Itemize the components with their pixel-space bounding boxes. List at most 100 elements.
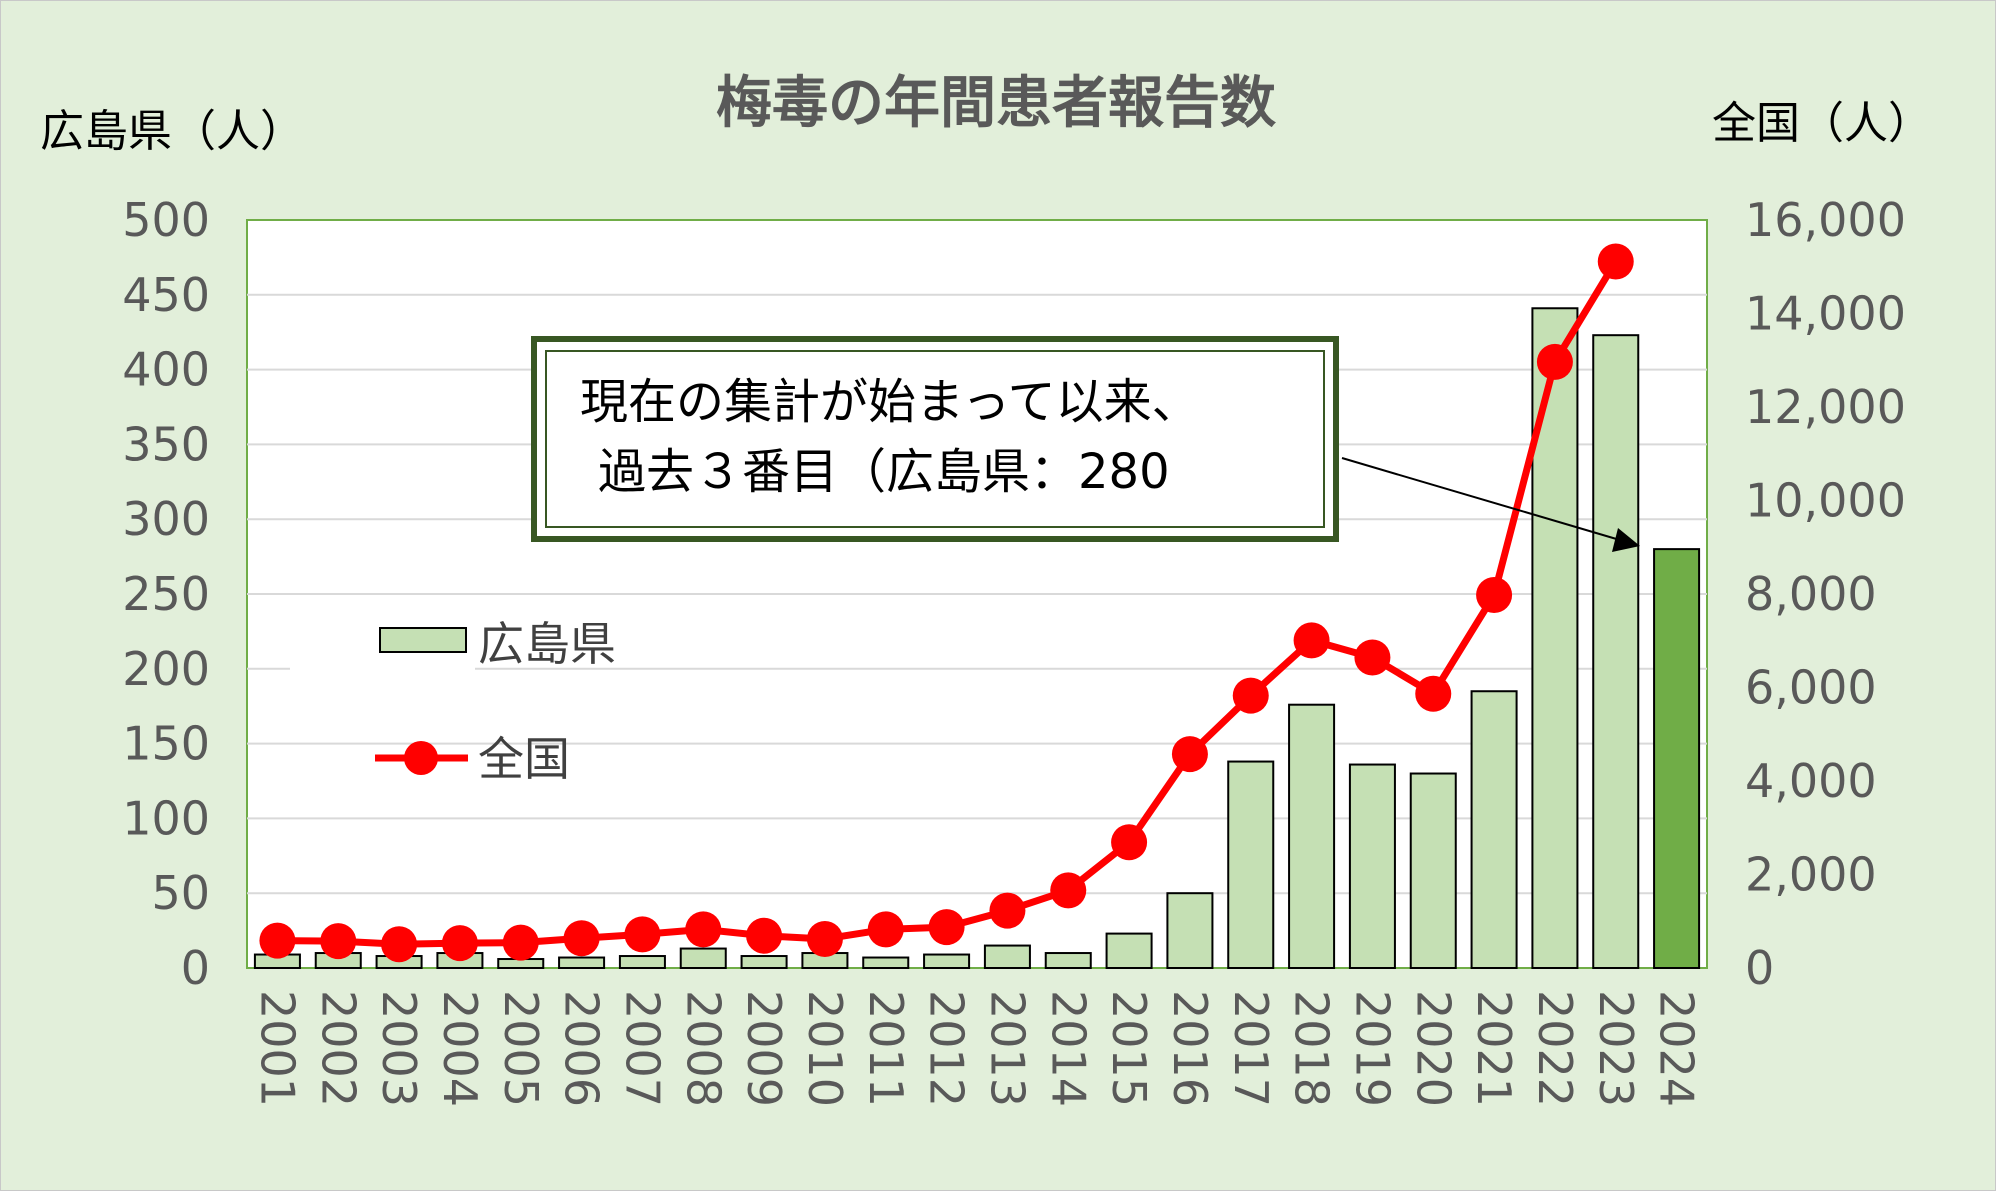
line-marker (624, 916, 661, 953)
bar (923, 953, 971, 970)
bar (740, 955, 788, 969)
x-tick-label: 2024 (1650, 990, 1704, 1107)
line-marker (1476, 577, 1513, 614)
x-tick-label: 2016 (1163, 990, 1217, 1107)
legend-swatch-marker (404, 741, 438, 775)
legend: 広島県 全国 (290, 600, 616, 786)
right-tick-label: 4,000 (1745, 754, 1877, 808)
bar (1531, 307, 1579, 970)
bar (1044, 952, 1092, 969)
bar-series (253, 307, 1701, 970)
x-tick-label: 2002 (311, 990, 365, 1107)
annotation-callout: 現在の集計が始まって以来、 過去３番目（広島県：280 (531, 336, 1640, 552)
line-marker (320, 923, 357, 960)
bar (983, 944, 1031, 969)
left-tick-label: 250 (122, 567, 210, 621)
x-tick-label: 2023 (1589, 990, 1643, 1107)
line-marker (1354, 639, 1391, 676)
x-tick-label: 2001 (250, 990, 304, 1107)
line-marker (806, 920, 843, 957)
line-marker (1536, 343, 1573, 380)
bar (1348, 763, 1396, 969)
right-tick-label: 14,000 (1745, 287, 1906, 341)
left-axis-title: 広島県（人） (40, 106, 304, 157)
bar (618, 955, 666, 969)
line-marker (381, 926, 418, 963)
left-tick-label: 0 (181, 941, 210, 995)
x-tick-label: 2009 (737, 990, 791, 1107)
bar (1166, 892, 1214, 970)
x-tick-label: 2007 (615, 990, 669, 1107)
line-marker (502, 924, 539, 961)
left-tick-label: 100 (122, 791, 210, 845)
left-axis-ticks: 0 50 100 150 200 250 300 350 400 450 500 (122, 193, 210, 995)
bar (679, 947, 727, 970)
line-marker (1171, 736, 1208, 773)
line-marker (1293, 622, 1330, 659)
line-marker (259, 922, 296, 959)
x-tick-label: 2011 (859, 990, 913, 1107)
x-tick-label: 2010 (798, 990, 852, 1107)
bar (1227, 760, 1275, 969)
left-tick-label: 400 (122, 343, 210, 397)
callout-line-1: 現在の集計が始まって以来、 (580, 374, 1200, 430)
left-tick-label: 350 (122, 417, 210, 471)
line-series (259, 243, 1634, 963)
line-marker (1415, 675, 1452, 712)
bar (1409, 772, 1457, 970)
right-axis-ticks: 0 2,000 4,000 6,000 8,000 10,000 12,000 14,000 1… (1745, 193, 1906, 995)
bar (1653, 548, 1701, 969)
x-tick-label: 2008 (676, 990, 730, 1107)
right-tick-label: 16,000 (1745, 193, 1906, 247)
right-tick-label: 6,000 (1745, 661, 1877, 715)
x-tick-label: 2017 (1224, 990, 1278, 1107)
callout-line-2: 過去３番目（広島県：280 (598, 444, 1170, 500)
line-marker (1111, 824, 1148, 861)
legend-label-bar: 広島県 (478, 617, 616, 671)
line-marker (746, 917, 783, 954)
bar (862, 956, 910, 970)
x-tick-label: 2014 (1041, 990, 1095, 1107)
x-tick-label: 2003 (372, 990, 426, 1107)
bar (558, 956, 606, 970)
line-marker (867, 911, 904, 948)
line-marker (1232, 677, 1269, 714)
x-tick-label: 2006 (555, 990, 609, 1107)
right-tick-label: 12,000 (1745, 380, 1906, 434)
line-marker (563, 920, 600, 957)
right-tick-label: 10,000 (1745, 474, 1906, 528)
x-tick-label: 2015 (1102, 990, 1156, 1107)
bar (1470, 690, 1518, 969)
bar (1288, 703, 1336, 969)
left-tick-label: 450 (122, 268, 210, 322)
callout-arrow-line (1341, 457, 1631, 544)
right-axis-title: 全国（人） (1712, 98, 1932, 149)
chart-title: 梅毒の年間患者報告数 (716, 71, 1276, 136)
x-tick-label: 2022 (1528, 990, 1582, 1107)
left-tick-label: 150 (122, 717, 210, 771)
x-tick-label: 2020 (1406, 990, 1460, 1107)
callout-box-inner (545, 350, 1325, 528)
x-tick-label: 2004 (433, 990, 487, 1107)
callout-box-outer (531, 336, 1339, 542)
callout-arrowhead (1612, 528, 1640, 552)
right-tick-label: 2,000 (1745, 848, 1877, 902)
x-tick-label: 2012 (920, 990, 974, 1107)
legend-label-line: 全国 (478, 732, 570, 786)
left-tick-label: 200 (122, 642, 210, 696)
x-axis-ticks: 2001 2002 2003 2004 2005 2006 2007 2008 2009 2010… (250, 990, 1703, 1107)
x-tick-label: 2021 (1467, 990, 1521, 1107)
x-tick-label: 2005 (494, 990, 548, 1107)
line-marker (685, 911, 722, 948)
bar (1592, 334, 1640, 969)
line-marker (989, 892, 1026, 929)
legend-swatch-bar (379, 627, 467, 653)
right-tick-label: 0 (1745, 941, 1774, 995)
line-marker (441, 925, 478, 962)
line-marker (1050, 872, 1087, 909)
right-tick-label: 8,000 (1745, 567, 1877, 621)
bar (1105, 932, 1153, 969)
left-tick-label: 500 (122, 193, 210, 247)
left-tick-label: 300 (122, 492, 210, 546)
